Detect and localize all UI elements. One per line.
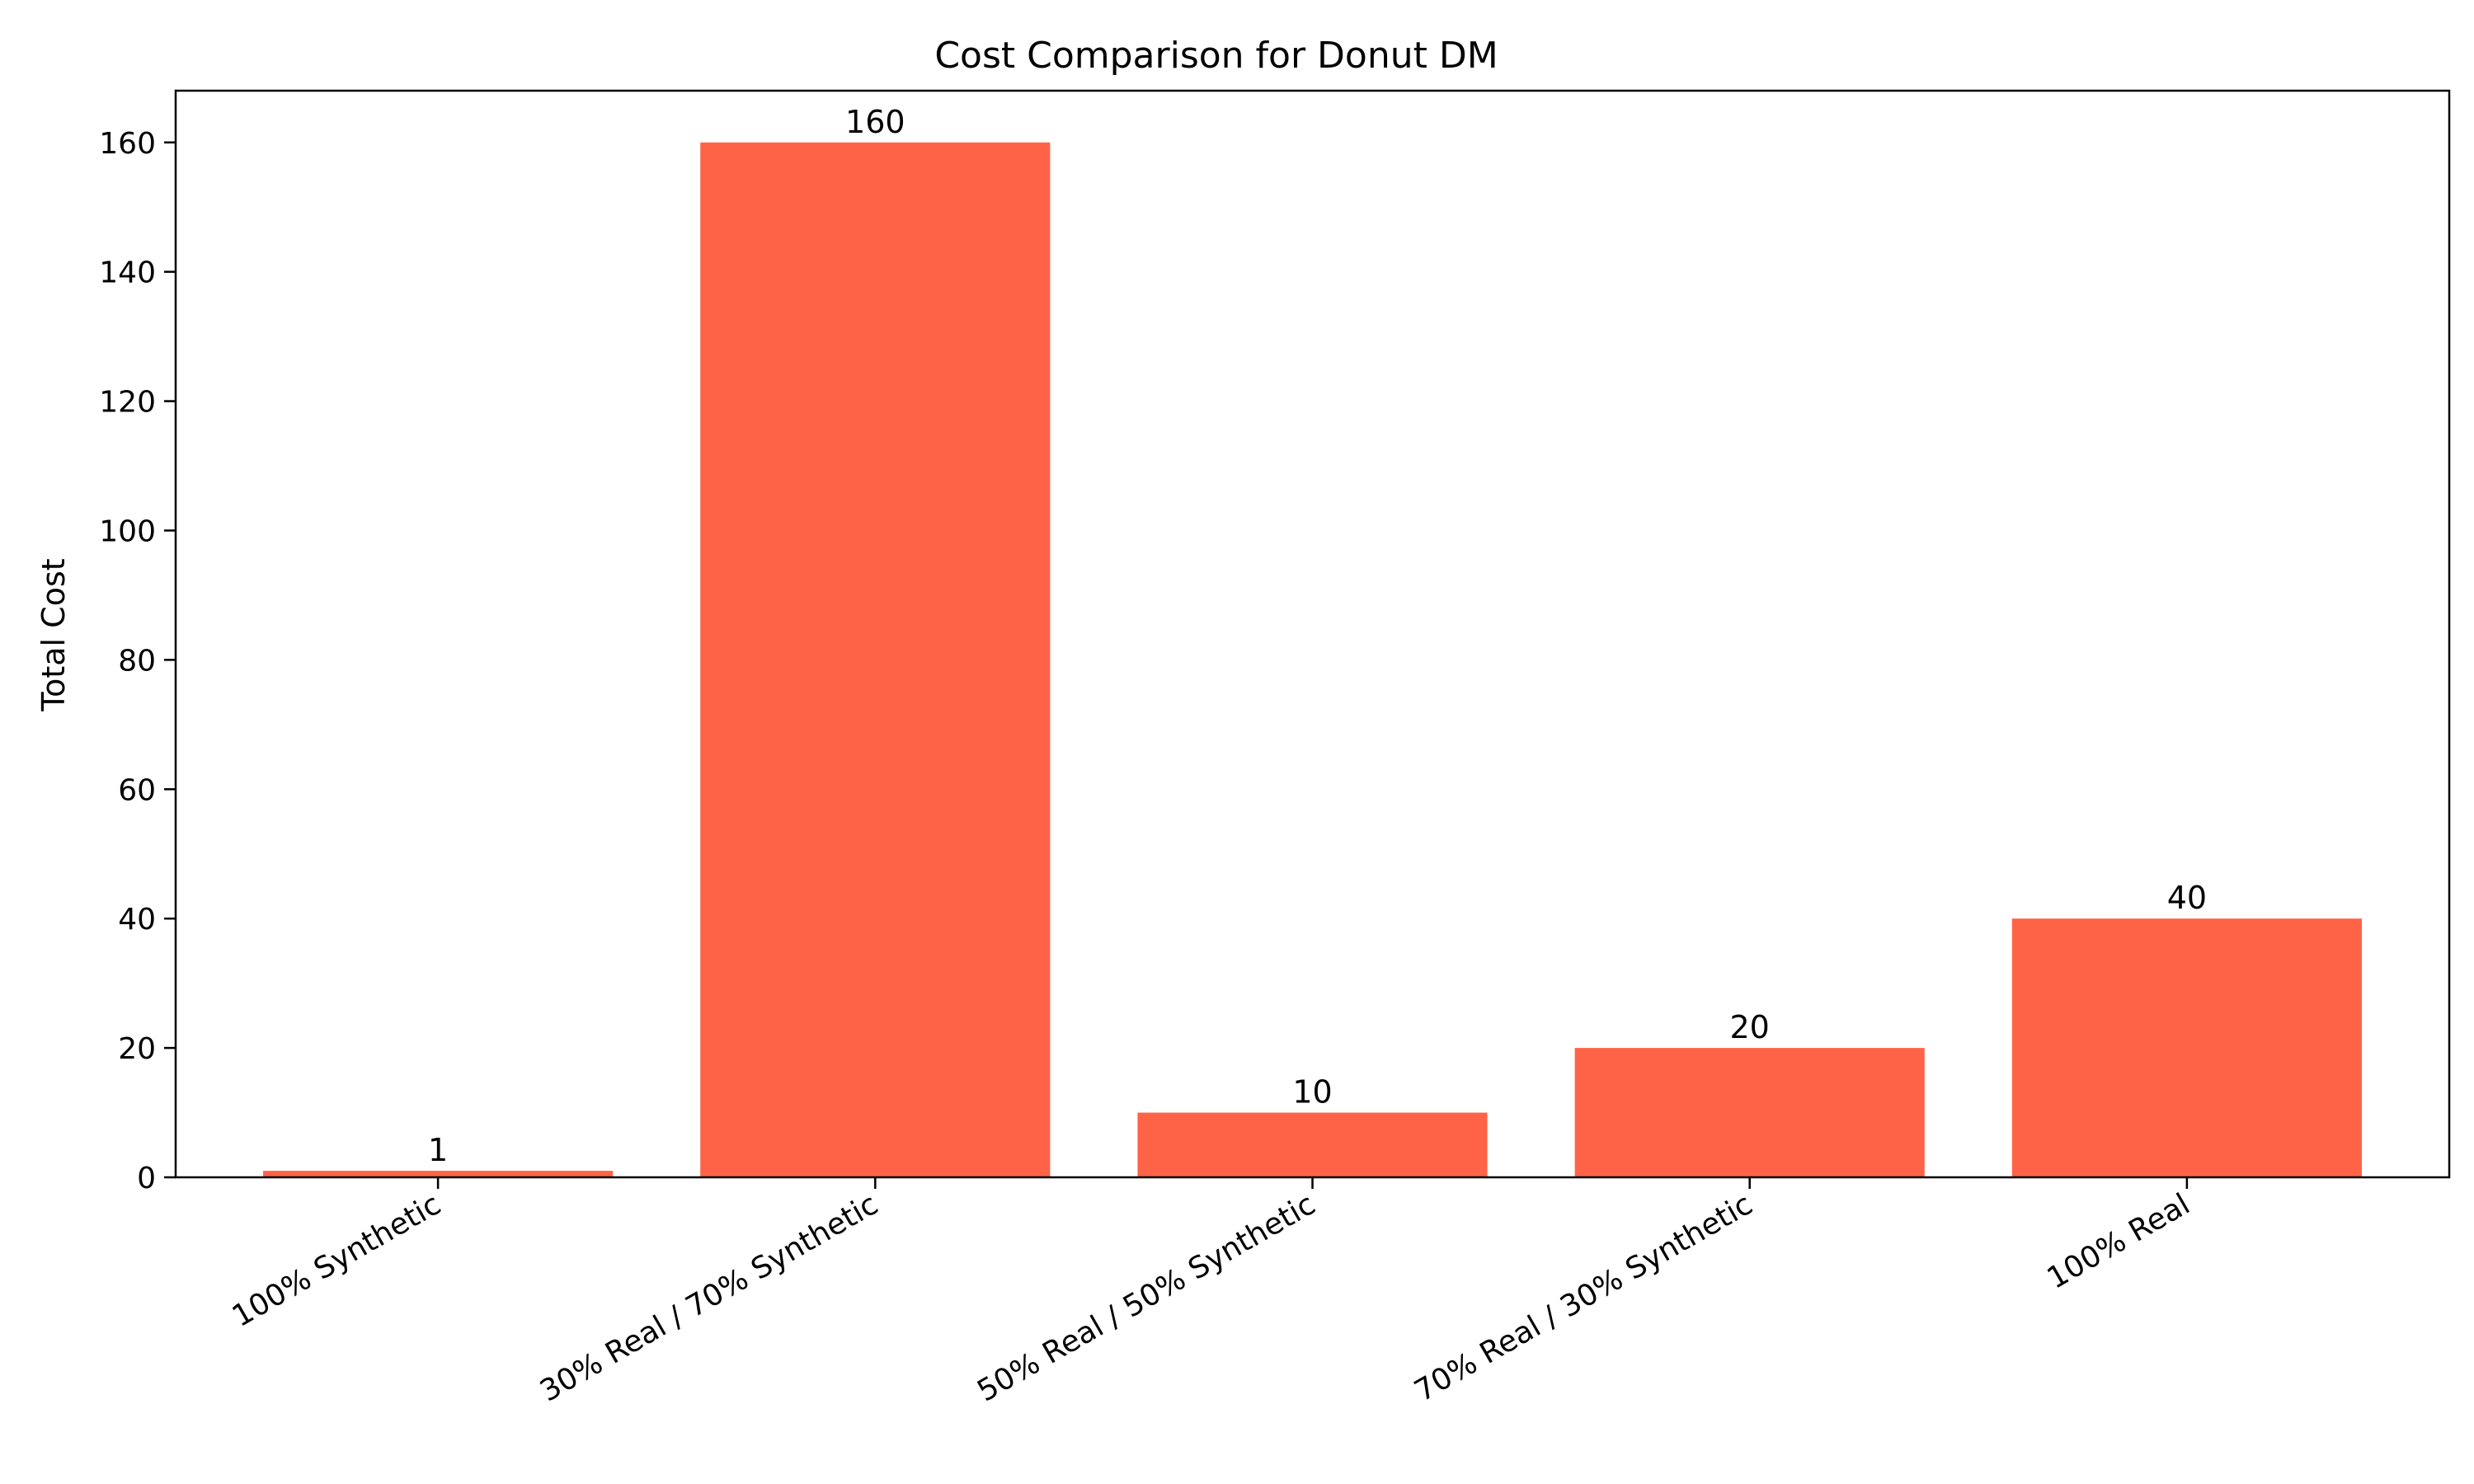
y-tick-label: 80 [118, 644, 156, 678]
y-tick-label: 20 [118, 1032, 156, 1066]
y-axis: 0 20 40 60 80 100 120 140 160 [99, 127, 176, 1195]
y-tick-label: 0 [137, 1162, 156, 1195]
y-axis-label: Total Cost [35, 558, 72, 711]
bar-value-label: 20 [1730, 1009, 1770, 1045]
x-tick-label: 50% Real / 50% Synthetic [971, 1187, 1321, 1408]
chart-title: Cost Comparison for Donut DM [934, 35, 1498, 77]
data-labels-group: 1 160 10 20 40 [428, 104, 2207, 1168]
y-tick-label: 140 [99, 256, 156, 290]
x-tick-label: 70% Real / 30% Synthetic [1409, 1187, 1759, 1408]
bar-value-label: 40 [2167, 880, 2207, 916]
x-tick-label: 30% Real / 70% Synthetic [534, 1187, 884, 1408]
bar-value-label: 160 [845, 104, 905, 140]
x-tick-label: 100% Synthetic [227, 1187, 447, 1334]
x-tick-label: 100% Real [2042, 1187, 2196, 1295]
bar [1137, 1112, 1488, 1177]
bar [700, 142, 1051, 1177]
bars-group [263, 142, 2362, 1177]
bar [1574, 1048, 1925, 1177]
y-tick-label: 120 [99, 386, 156, 420]
plot-frame [174, 89, 2451, 1179]
bar-value-label: 10 [1292, 1074, 1332, 1111]
bar [2011, 918, 2362, 1177]
y-tick-label: 60 [118, 773, 156, 807]
bar-value-label: 1 [428, 1132, 448, 1168]
y-tick-label: 100 [99, 514, 156, 548]
x-axis: 100% Synthetic 30% Real / 70% Synthetic 50… [227, 1177, 2196, 1409]
bar [263, 1171, 614, 1177]
y-tick-label: 160 [99, 127, 156, 161]
y-tick-label: 40 [118, 903, 156, 937]
